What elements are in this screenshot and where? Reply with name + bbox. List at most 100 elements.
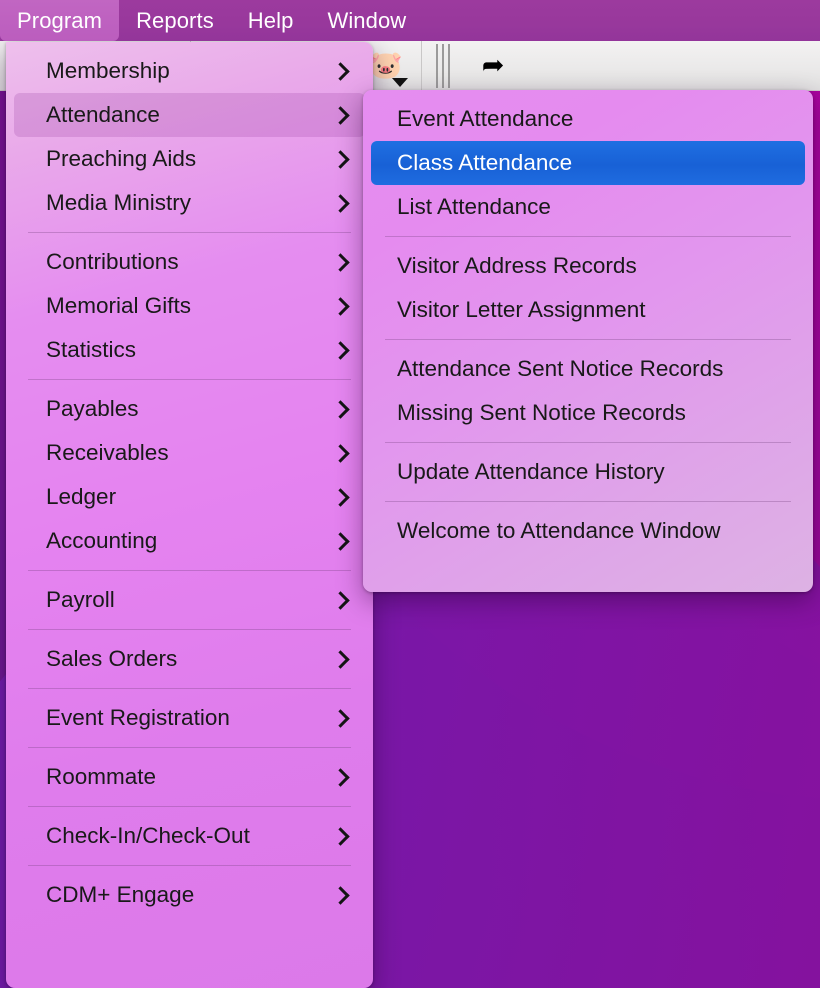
menu-separator <box>385 501 791 502</box>
menu-item-attendance-sent-notice-records[interactable]: Attendance Sent Notice Records <box>371 347 805 391</box>
menubar-item-window[interactable]: Window <box>310 0 423 41</box>
menu-separator <box>385 236 791 237</box>
menu-item-event-registration[interactable]: Event Registration <box>14 696 365 740</box>
menu-item-class-attendance[interactable]: Class Attendance <box>371 141 805 185</box>
toolbar-divider <box>421 40 422 91</box>
piggy-bank-savings-icon: 🐷 <box>369 50 403 80</box>
menu-separator <box>28 570 351 571</box>
menubar-label: Reports <box>136 7 214 33</box>
menu-item-label: Visitor Address Records <box>397 253 637 278</box>
menu-item-label: Payroll <box>46 587 115 612</box>
menu-item-label: Receivables <box>46 440 169 465</box>
menu-item-membership[interactable]: Membership <box>14 49 365 93</box>
chevron-right-icon <box>331 885 350 905</box>
menubar-label: Window <box>327 7 407 33</box>
menubar-label: Program <box>17 7 103 33</box>
menu-item-label: Class Attendance <box>397 150 573 175</box>
toolbar-button-piggy-bank-savings[interactable]: 🐷 <box>355 41 417 91</box>
menu-item-cdm-engage[interactable]: CDM+ Engage <box>14 873 365 917</box>
menu-item-check-in-check-out[interactable]: Check-In/Check-Out <box>14 814 365 858</box>
chevron-right-icon <box>331 531 350 551</box>
menu-item-label: Welcome to Attendance Window <box>397 518 721 543</box>
menu-item-label: Attendance Sent Notice Records <box>397 356 724 381</box>
menu-item-memorial-gifts[interactable]: Memorial Gifts <box>14 284 365 328</box>
menu-item-label: Missing Sent Notice Records <box>397 400 686 425</box>
menu-separator <box>28 688 351 689</box>
menu-item-label: Memorial Gifts <box>46 293 192 318</box>
menu-item-event-attendance[interactable]: Event Attendance <box>371 97 805 141</box>
menu-item-label: Payables <box>46 396 139 421</box>
menu-item-label: Visitor Letter Assignment <box>397 297 646 322</box>
menu-item-accounting[interactable]: Accounting <box>14 519 365 563</box>
menu-item-label: Media Ministry <box>46 190 192 215</box>
menu-separator <box>385 442 791 443</box>
chevron-right-icon <box>331 487 350 507</box>
menu-item-label: Ledger <box>46 484 117 509</box>
menu-item-label: List Attendance <box>397 194 551 219</box>
menu-item-label: Preaching Aids <box>46 146 197 171</box>
chevron-right-icon <box>331 443 350 463</box>
menu-item-contributions[interactable]: Contributions <box>14 240 365 284</box>
menu-item-statistics[interactable]: Statistics <box>14 328 365 372</box>
menu-item-label: Membership <box>46 58 170 83</box>
menu-item-welcome-to-attendance-window[interactable]: Welcome to Attendance Window <box>371 509 805 553</box>
chevron-right-icon <box>331 649 350 669</box>
menu-item-sales-orders[interactable]: Sales Orders <box>14 637 365 681</box>
menu-separator <box>28 379 351 380</box>
menu-item-visitor-letter-assignment[interactable]: Visitor Letter Assignment <box>371 288 805 332</box>
menu-item-label: Sales Orders <box>46 646 178 671</box>
chevron-right-icon <box>331 61 350 81</box>
chevron-right-icon <box>331 767 350 787</box>
chevron-right-icon <box>331 149 350 169</box>
menu-separator <box>28 865 351 866</box>
menu-item-label: Contributions <box>46 249 179 274</box>
menu-item-label: Statistics <box>46 337 137 362</box>
menu-item-label: Update Attendance History <box>397 459 665 484</box>
menu-separator <box>385 339 791 340</box>
menu-item-label: Attendance <box>46 102 160 127</box>
chevron-right-icon <box>331 105 350 125</box>
menu-item-label: Accounting <box>46 528 158 553</box>
menu-item-visitor-address-records[interactable]: Visitor Address Records <box>371 244 805 288</box>
menu-item-label: CDM+ Engage <box>46 882 195 907</box>
menu-item-preaching-aids[interactable]: Preaching Aids <box>14 137 365 181</box>
chevron-right-icon <box>331 399 350 419</box>
chevron-right-icon <box>331 708 350 728</box>
menu-separator <box>28 232 351 233</box>
chevron-right-icon <box>331 193 350 213</box>
menu-item-label: Roommate <box>46 764 157 789</box>
menu-separator <box>28 629 351 630</box>
menu-item-label: Event Registration <box>46 705 230 730</box>
menu-item-attendance[interactable]: Attendance <box>14 93 365 137</box>
chevron-right-icon <box>331 590 350 610</box>
toolbar-group-right: ➦ <box>426 41 524 91</box>
program-dropdown-menu: Membership Attendance Preaching Aids Media … <box>6 42 373 988</box>
menubar-item-help[interactable]: Help <box>231 0 311 41</box>
menu-item-list-attendance[interactable]: List Attendance <box>371 185 805 229</box>
chevron-right-icon <box>331 296 350 316</box>
menubar-label: Help <box>247 7 294 33</box>
toolbar-grip-icon[interactable] <box>436 43 452 88</box>
menu-separator <box>28 747 351 748</box>
attendance-submenu: Event Attendance Class Attendance List Att… <box>363 90 813 592</box>
menu-item-roommate[interactable]: Roommate <box>14 755 365 799</box>
menu-separator <box>28 806 351 807</box>
menu-item-payables[interactable]: Payables <box>14 387 365 431</box>
menu-item-label: Event Attendance <box>397 106 574 131</box>
exit-door-icon: ➦ <box>481 50 505 80</box>
menu-item-payroll[interactable]: Payroll <box>14 578 365 622</box>
menu-item-ledger[interactable]: Ledger <box>14 475 365 519</box>
menu-item-media-ministry[interactable]: Media Ministry <box>14 181 365 225</box>
menu-item-receivables[interactable]: Receivables <box>14 431 365 475</box>
chevron-right-icon <box>331 340 350 360</box>
menubar-item-reports[interactable]: Reports <box>119 0 231 41</box>
chevron-right-icon <box>331 252 350 272</box>
menu-bar: Program Reports Help Window <box>0 0 820 41</box>
chevron-right-icon <box>331 826 350 846</box>
menubar-item-program[interactable]: Program <box>0 0 120 41</box>
menu-item-missing-sent-notice-records[interactable]: Missing Sent Notice Records <box>371 391 805 435</box>
chevron-down-icon[interactable] <box>392 77 408 87</box>
toolbar-button-exit[interactable]: ➦ <box>462 41 524 91</box>
menu-item-update-attendance-history[interactable]: Update Attendance History <box>371 450 805 494</box>
menu-item-label: Check-In/Check-Out <box>46 823 250 848</box>
